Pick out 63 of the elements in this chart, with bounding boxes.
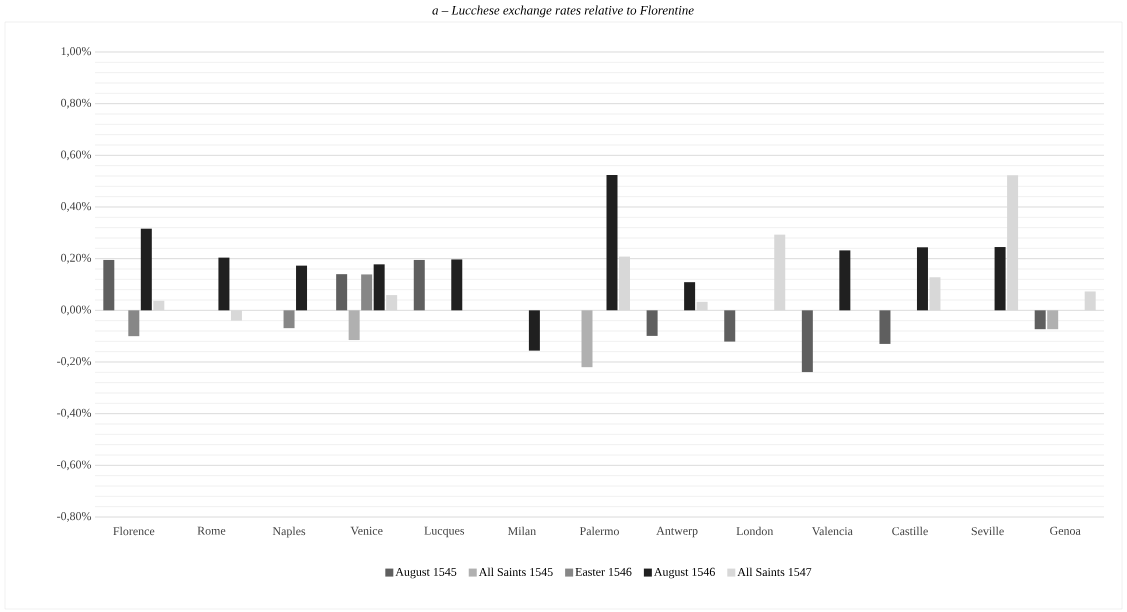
x-tick-label: Lucques bbox=[424, 526, 465, 538]
bar bbox=[916, 247, 928, 311]
legend-label: August 1545 bbox=[395, 567, 457, 579]
x-tick-label: Palermo bbox=[579, 526, 619, 536]
y-tick-label: -0,60% bbox=[57, 460, 92, 471]
y-tick-label: -0,40% bbox=[57, 408, 92, 419]
y-tick-label: 0,20% bbox=[61, 253, 92, 264]
bar bbox=[801, 310, 813, 373]
y-tick-label: 0,00% bbox=[61, 305, 92, 316]
x-tick-label: Valencia bbox=[811, 526, 853, 536]
legend-label: August 1546 bbox=[653, 567, 715, 579]
bar bbox=[218, 257, 230, 311]
bar bbox=[386, 295, 398, 311]
x-tick-label: Rome bbox=[197, 526, 226, 535]
bar bbox=[774, 234, 786, 311]
legend-label: All Saints 1545 bbox=[478, 567, 553, 577]
bar bbox=[1047, 310, 1059, 330]
bar bbox=[646, 310, 658, 336]
y-tick-label: 0,40% bbox=[61, 202, 92, 212]
bar bbox=[994, 247, 1006, 311]
x-tick-label: Antwerp bbox=[656, 526, 698, 538]
chart-title: a – Lucchese exchange rates relative to Florentine bbox=[432, 5, 694, 18]
bar bbox=[373, 264, 385, 311]
y-tick-label: -0,80% bbox=[57, 512, 92, 522]
y-tick-label: 0,80% bbox=[61, 98, 92, 109]
bar bbox=[230, 310, 242, 321]
bar bbox=[140, 228, 152, 311]
bar bbox=[296, 265, 308, 311]
bar bbox=[696, 301, 708, 311]
bar bbox=[528, 310, 540, 351]
bar bbox=[336, 274, 348, 311]
bar bbox=[1007, 175, 1019, 311]
bar bbox=[348, 310, 360, 341]
bar bbox=[724, 310, 736, 342]
bar bbox=[839, 250, 851, 311]
y-tick-label: 1,00% bbox=[61, 47, 92, 57]
bar bbox=[153, 300, 165, 311]
legend-label: All Saints 1547 bbox=[737, 567, 812, 577]
bar bbox=[619, 256, 630, 311]
bar bbox=[361, 274, 373, 311]
y-tick-label: 0,60% bbox=[61, 150, 92, 161]
bar bbox=[283, 310, 295, 329]
bar bbox=[128, 310, 140, 337]
bar bbox=[879, 310, 891, 344]
x-tick-label: Castille bbox=[892, 526, 928, 536]
x-tick-label: Naples bbox=[272, 526, 306, 538]
bar bbox=[606, 174, 618, 311]
bar bbox=[413, 259, 425, 311]
legend-label: Easter 1546 bbox=[575, 567, 632, 576]
y-tick-label: -0,20% bbox=[57, 357, 92, 367]
bar bbox=[929, 277, 941, 311]
bar bbox=[451, 259, 463, 311]
bar bbox=[103, 259, 115, 311]
x-tick-label: London bbox=[736, 526, 774, 536]
x-tick-label: Genoa bbox=[1050, 526, 1081, 535]
x-tick-label: Venice bbox=[350, 526, 383, 535]
bar bbox=[1034, 310, 1046, 330]
x-tick-label: Milan bbox=[507, 526, 536, 536]
bar bbox=[581, 310, 593, 368]
x-tick-label: Florence bbox=[113, 526, 155, 536]
bar bbox=[684, 282, 696, 311]
bar bbox=[1084, 291, 1096, 311]
x-tick-label: Seville bbox=[971, 526, 1004, 536]
